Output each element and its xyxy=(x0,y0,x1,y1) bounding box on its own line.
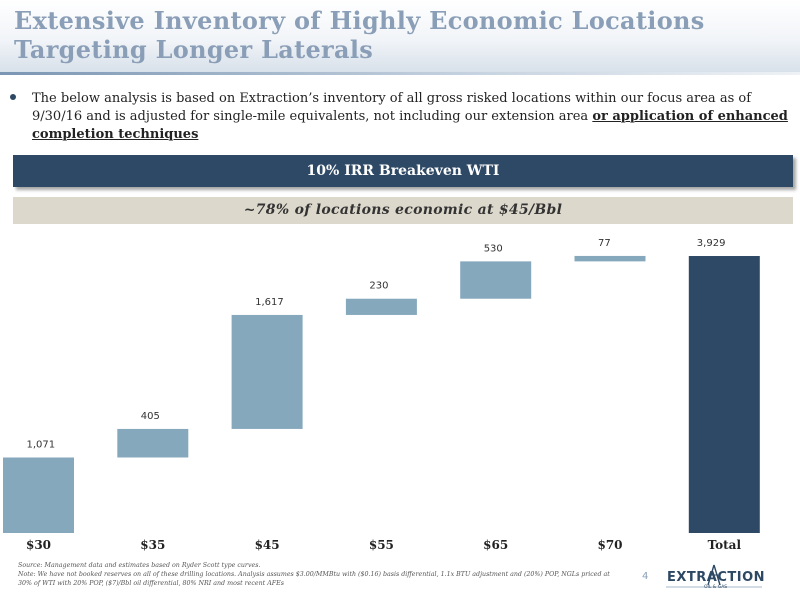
footnote-note: Note: We have not booked reserves on all… xyxy=(18,571,610,587)
bullet-text: The below analysis is based on Extractio… xyxy=(32,91,752,124)
header-band xyxy=(0,0,800,74)
bar-total xyxy=(688,256,760,533)
header-divider xyxy=(0,72,800,75)
category-label: $35 xyxy=(140,538,165,552)
page-title: Extensive Inventory of Highly Economic L… xyxy=(14,6,705,64)
bullet-paragraph: The below analysis is based on Extractio… xyxy=(32,90,792,144)
category-label: $65 xyxy=(483,538,508,552)
category-label: $55 xyxy=(369,538,394,552)
value-label: 530 xyxy=(484,243,503,254)
irr-breakeven-banner: 10% IRR Breakeven WTI xyxy=(13,155,793,187)
waterfall-chart: 1,071 $30 405 $35 1,617 $45 230 $55 530 $65 77 $70 3… xyxy=(3,238,760,552)
value-label: 1,617 xyxy=(255,297,284,308)
bullet-emphasis: or application of enhanced completion te… xyxy=(32,109,788,142)
category-label: Total xyxy=(708,538,742,552)
value-label: 1,071 xyxy=(27,439,56,450)
value-label: 77 xyxy=(598,238,611,249)
bullet-icon xyxy=(10,94,16,100)
footnote-source: Source: Management data and estimates ba… xyxy=(18,562,261,569)
value-label: 230 xyxy=(369,281,388,292)
value-label: 3,929 xyxy=(697,238,726,249)
bar-usd-45 xyxy=(231,314,303,429)
economic-locations-banner: ~78% of locations economic at $45/Bbl xyxy=(13,197,793,224)
footnote: Source: Management data and estimates ba… xyxy=(18,561,618,588)
derrick-icon xyxy=(666,564,762,588)
bar-usd-30 xyxy=(3,457,74,533)
extraction-logo: EXTRACTION OIL & GAS xyxy=(664,563,766,595)
category-label: $45 xyxy=(255,538,280,552)
logo-wordmark: EXTRACTION xyxy=(667,570,766,585)
logo-subtitle: OIL & GAS xyxy=(704,585,728,590)
page-number: 4 xyxy=(642,571,649,582)
bar-usd-35 xyxy=(117,428,189,458)
value-label: 405 xyxy=(141,411,160,422)
category-label: $30 xyxy=(26,538,51,552)
bar-usd-55 xyxy=(345,298,417,315)
bar-usd-65 xyxy=(460,261,532,299)
bar-usd-70 xyxy=(574,255,646,262)
category-label: $70 xyxy=(597,538,622,552)
